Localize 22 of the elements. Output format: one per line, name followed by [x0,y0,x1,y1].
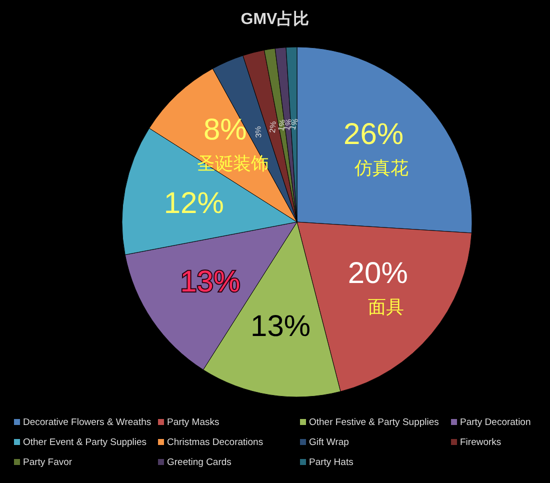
legend-label: Party Favor [23,457,72,468]
legend-label: Decorative Flowers & Wreaths [23,417,152,428]
legend-label: Gift Wrap [309,437,349,448]
legend-label: Christmas Decorations [167,437,264,448]
legend-label: Party Hats [309,457,354,468]
data-label: 20% [348,256,408,290]
text: 面具 [368,296,404,317]
legend-label: Party Decoration [460,417,531,428]
legend-label: Fireworks [460,437,502,448]
legend-label: Other Festive & Party Supplies [309,417,440,428]
data-label: 13% [250,310,311,344]
legend-label: Party Masks [167,417,220,428]
legend-label: Other Event & Party Supplies [23,437,147,448]
data-label: 13% [180,266,240,299]
data-label: 26% [344,118,404,152]
chart-title: GMV占比 [240,10,310,28]
legend-label: Greeting Cards [167,457,232,468]
data-label: 12% [164,186,224,220]
data-label: 3% [254,126,264,138]
data-label: 2% [268,120,278,134]
text: 仿真花 [354,158,409,178]
data-label: 8% [203,113,247,146]
